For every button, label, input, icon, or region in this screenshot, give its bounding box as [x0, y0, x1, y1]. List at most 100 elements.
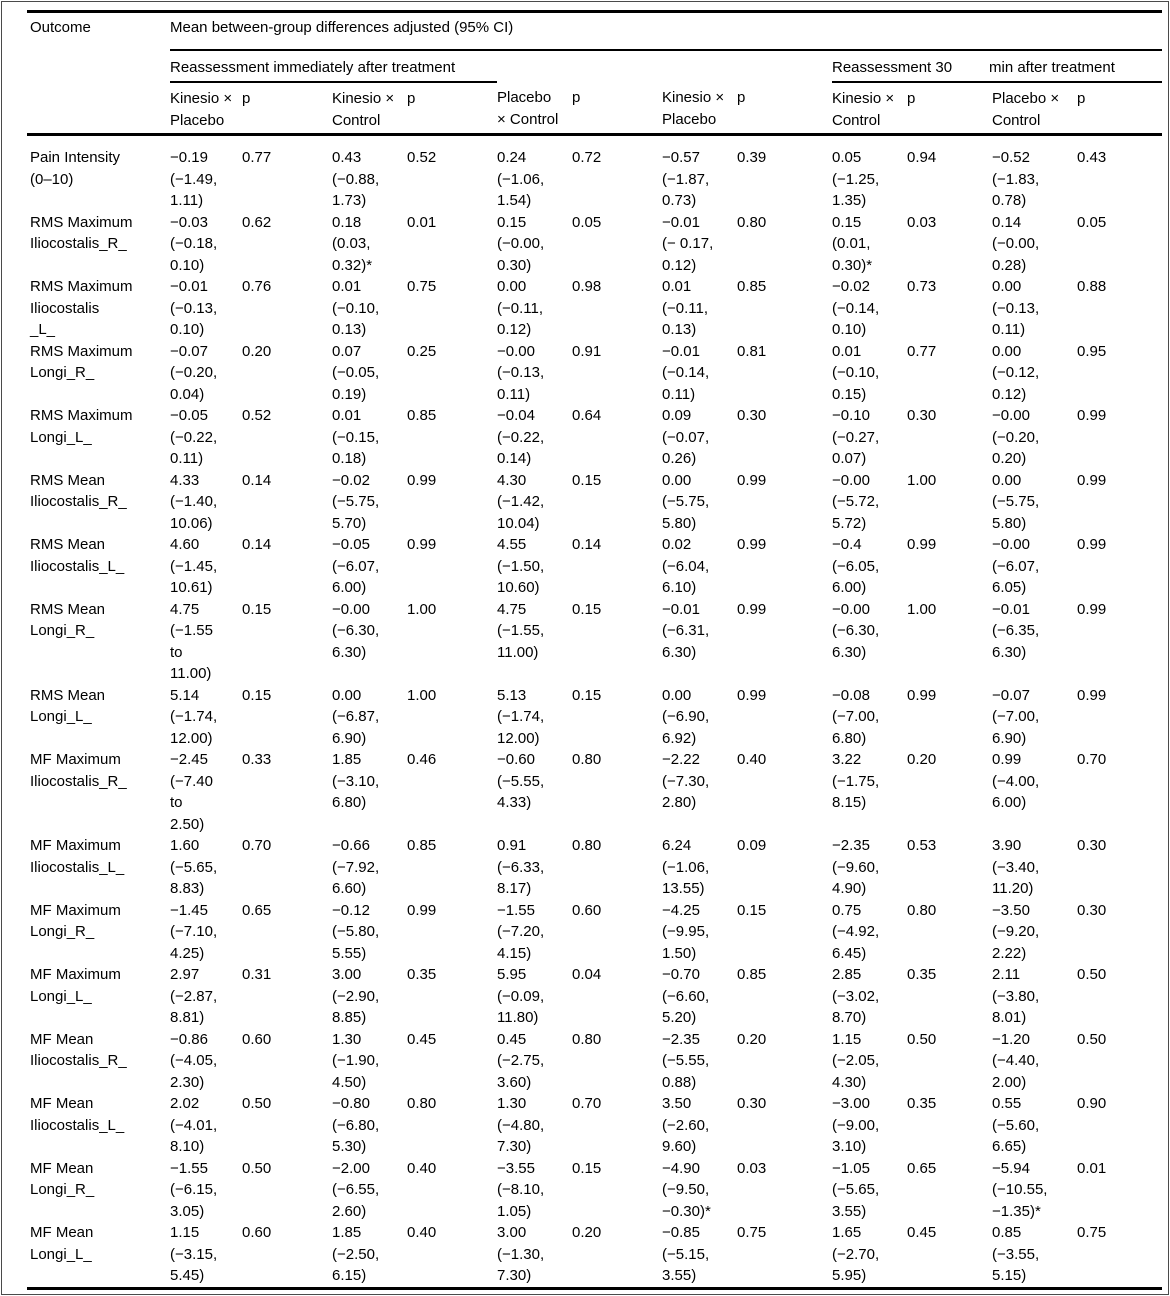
estimate-ci-cell: 0.00 (−5.75, 5.80) — [992, 471, 1040, 532]
table-row: RMS Maximum Iliocostalis _L_ −0.01 (−0.13… — [27, 276, 1162, 341]
estimate-ci-cell: −4.90 (−9.50, −0.30)* — [662, 1159, 711, 1220]
p-value-cell: 0.80 — [737, 213, 767, 231]
p-value-cell: 0.15 — [242, 686, 272, 704]
p-value-cell: 0.99 — [737, 600, 767, 618]
p-value-cell: 0.20 — [242, 342, 272, 360]
p-value-cell: 0.35 — [407, 966, 437, 983]
header-row-main: Outcome Mean between-group differences a… — [27, 11, 1163, 136]
estimate-ci-cell: −0.01 (−6.31, 6.30) — [662, 600, 710, 661]
outcome-cell: RMS Maximum Longi_R_ — [30, 342, 133, 382]
estimate-ci-cell: −0.00 (−0.20, 0.20) — [992, 407, 1040, 467]
estimate-ci-cell: −0.4 (−6.05, 6.00) — [832, 536, 880, 596]
p-value-cell: 0.46 — [407, 751, 437, 768]
group-header-30min-part2: min after treatment — [989, 58, 1115, 76]
estimate-ci-cell: −2.22 (−7.30, 2.80) — [662, 751, 710, 811]
p-value-cell: 0.73 — [907, 278, 937, 295]
table-row: RMS Maximum Iliocostalis_R_ −0.03 (−0.18,… — [27, 212, 1162, 277]
p-value-cell: 0.72 — [572, 149, 602, 166]
table-row: RMS Maximum Longi_L_ −0.05 (−0.22, 0.11) 0… — [27, 405, 1162, 470]
p-value-cell: 0.60 — [572, 901, 602, 919]
estimate-ci-cell: 1.60 (−5.65, 8.83) — [170, 837, 218, 897]
p-value-cell: 0.30 — [1077, 901, 1107, 919]
estimate-ci-cell: 0.91 (−6.33, 8.17) — [497, 837, 545, 897]
p-value-cell: 0.99 — [737, 471, 767, 489]
estimate-ci-cell: −0.08 (−7.00, 6.80) — [832, 686, 880, 747]
p-value-cell: 0.50 — [242, 1095, 272, 1112]
column-header-placebo-control-2: Placebo × Control — [992, 82, 1077, 136]
column-header-p-1: p — [242, 82, 332, 136]
p-value-cell: 0.75 — [737, 1224, 767, 1241]
p-value-cell: 0.75 — [1077, 1224, 1107, 1241]
estimate-ci-cell: −0.60 (−5.55, 4.33) — [497, 751, 545, 811]
outcome-cell: MF Mean Longi_R_ — [30, 1159, 95, 1199]
p-value-cell: 0.01 — [407, 213, 437, 231]
estimate-ci-cell: 1.85 (−3.10, 6.80) — [332, 751, 380, 811]
estimate-ci-cell: 0.18 (0.03, 0.32)* — [332, 213, 373, 274]
outcome-cell: MF Mean Longi_L_ — [30, 1224, 94, 1263]
p-value-cell: 0.40 — [407, 1159, 437, 1177]
column-header-kinesio-control-1: Kinesio × Control — [332, 82, 407, 136]
estimate-ci-cell: 2.02 (−4.01, 8.10) — [170, 1095, 218, 1155]
estimate-ci-cell: 0.43 (−0.88, 1.73) — [332, 149, 380, 209]
outcome-cell: MF Maximum Iliocostalis_L_ — [30, 837, 125, 876]
estimate-ci-cell: −0.00 (−6.30, 6.30) — [332, 600, 380, 661]
estimate-ci-cell: −1.05 (−5.65, 3.55) — [832, 1159, 880, 1220]
group-header-immediately: Reassessment immediately after treatment — [170, 49, 497, 83]
p-value-cell: 0.85 — [407, 837, 437, 854]
p-value-cell: 0.85 — [737, 966, 767, 983]
header-row-columns: Kinesio × Placebo p Kinesio × Control p … — [27, 82, 1163, 136]
p-value-cell: 1.00 — [907, 600, 937, 618]
p-value-cell: 0.94 — [907, 149, 937, 166]
results-table: Outcome Mean between-group differences a… — [27, 10, 1163, 1290]
estimate-ci-cell: 0.01 (−0.10, 0.13) — [332, 278, 380, 338]
p-value-cell: 0.30 — [737, 407, 767, 424]
p-value-cell: 0.77 — [242, 149, 272, 166]
table-row: RMS Mean Iliocostalis_L_ 4.60 (−1.45, 10.… — [27, 534, 1162, 599]
table-row: Pain Intensity (0–10) −0.19 (−1.49, 1.11)… — [27, 135, 1162, 212]
estimate-ci-cell: 5.14 (−1.74, 12.00) — [170, 686, 218, 747]
estimate-ci-cell: 4.75 (−1.55 to 11.00) — [170, 600, 213, 683]
outcome-cell: RMS Maximum Iliocostalis_R_ — [30, 213, 133, 253]
estimate-ci-cell: −0.03 (−0.18, 0.10) — [170, 213, 218, 274]
p-value-cell: 0.25 — [407, 342, 437, 360]
p-value-cell: 0.99 — [1077, 600, 1107, 618]
estimate-ci-cell: −0.01 (−6.35, 6.30) — [992, 600, 1040, 661]
estimate-ci-cell: 1.15 (−2.05, 4.30) — [832, 1030, 880, 1091]
p-value-cell: 0.15 — [572, 1159, 602, 1177]
estimate-ci-cell: −0.52 (−1.83, 0.78) — [992, 149, 1040, 209]
p-value-cell: 0.80 — [907, 901, 937, 919]
p-value-cell: 0.45 — [907, 1224, 937, 1241]
estimate-ci-cell: 0.15 (0.01, 0.30)* — [832, 213, 873, 274]
outcome-cell: MF Mean Iliocostalis_L_ — [30, 1095, 125, 1134]
p-value-cell: 0.80 — [572, 837, 602, 854]
p-value-cell: 0.65 — [907, 1159, 937, 1177]
p-value-cell: 0.99 — [737, 536, 767, 553]
p-value-cell: 0.70 — [1077, 751, 1107, 768]
p-value-cell: 0.50 — [242, 1159, 272, 1177]
estimate-ci-cell: 3.90 (−3.40, 11.20) — [992, 837, 1040, 897]
estimate-ci-cell: −1.55 (−7.20, 4.15) — [497, 901, 545, 962]
column-header-kinesio-placebo-2: Kinesio × Placebo — [662, 82, 737, 136]
p-value-cell: 0.43 — [1077, 149, 1107, 166]
table-row: MF Mean Iliocostalis_R_ −0.86 (−4.05, 2.3… — [27, 1029, 1162, 1094]
estimate-ci-cell: −3.00 (−9.00, 3.10) — [832, 1095, 880, 1155]
table-row: RMS Mean Longi_L_ 5.14 (−1.74, 12.00) 0.15… — [27, 685, 1162, 750]
p-value-cell: 0.50 — [1077, 966, 1107, 983]
estimate-ci-cell: 0.55 (−5.60, 6.65) — [992, 1095, 1040, 1155]
header-row-groups: Reassessment immediately after treatment… — [27, 49, 1163, 83]
estimate-ci-cell: 0.00 (−5.75, 5.80) — [662, 471, 710, 532]
table-row: MF Maximum Iliocostalis_L_ 1.60 (−5.65, 8… — [27, 835, 1162, 900]
p-value-cell: 0.62 — [242, 213, 272, 231]
estimate-ci-cell: 0.05 (−1.25, 1.35) — [832, 149, 880, 209]
estimate-ci-cell: 0.99 (−4.00, 6.00) — [992, 751, 1040, 811]
outcome-cell: MF Maximum Iliocostalis_R_ — [30, 751, 127, 790]
p-value-cell: 0.99 — [737, 686, 767, 704]
p-value-cell: 0.88 — [1077, 278, 1107, 295]
estimate-ci-cell: 0.00 (−6.90, 6.92) — [662, 686, 710, 747]
p-value-cell: 0.64 — [572, 407, 602, 424]
p-value-cell: 0.35 — [907, 966, 937, 983]
estimate-ci-cell: 0.09 (−0.07, 0.26) — [662, 407, 710, 467]
p-value-cell: 0.80 — [572, 1030, 602, 1048]
p-value-cell: 0.99 — [1077, 407, 1107, 424]
